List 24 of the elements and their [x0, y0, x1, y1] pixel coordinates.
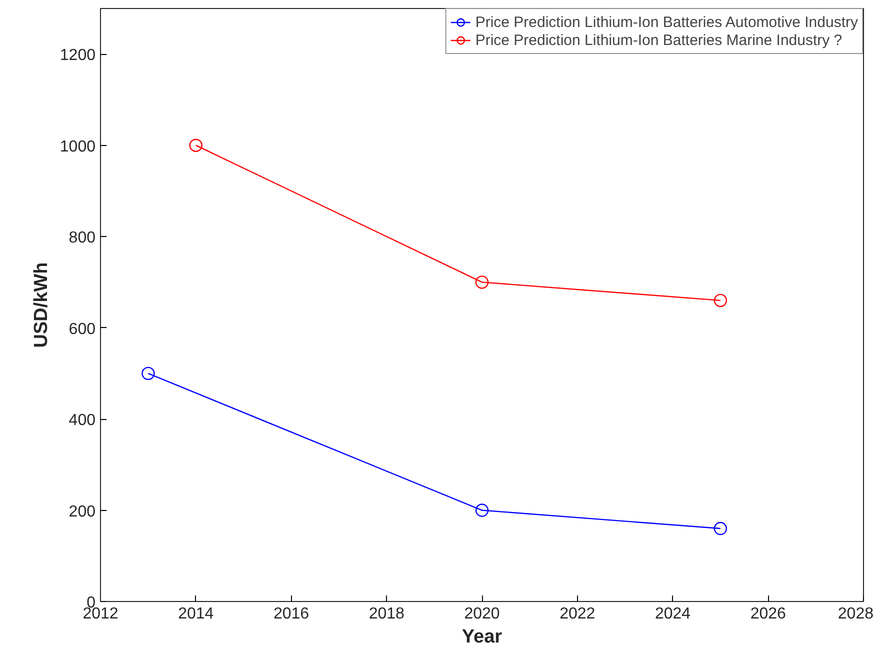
x-tick-label: 2016 [273, 606, 310, 622]
x-tick-label: 2020 [464, 606, 500, 622]
x-tick-label: 2014 [178, 606, 214, 622]
x-tick-label: 2024 [654, 606, 691, 622]
x-tick-label: 2026 [750, 606, 786, 622]
legend-label: Price Prediction Lithium-Ion Batteries Automotive Industry [475, 13, 858, 31]
x-tick-label: 2028 [838, 606, 873, 622]
y-tick-label: 1000 [60, 138, 96, 156]
y-tick-label: 800 [68, 230, 96, 247]
y-tick-label: 400 [68, 412, 96, 430]
legend-label: Price Prediction Lithium-Ion Batteries Marine Industry ? [475, 31, 842, 49]
point [189, 138, 202, 152]
point [714, 522, 728, 536]
x-tick-label: 2022 [560, 606, 596, 622]
point [475, 504, 489, 517]
y-axis-title: USD/kWh [30, 262, 52, 348]
y-tick-label: 600 [68, 320, 96, 338]
point [475, 276, 489, 289]
y-tick-label: 1200 [60, 47, 96, 64]
point [142, 366, 155, 380]
x-tick-label: 2018 [368, 606, 405, 622]
point [714, 294, 728, 308]
y-tick-label: 200 [68, 503, 96, 520]
x-axis-title: Year [462, 626, 503, 648]
